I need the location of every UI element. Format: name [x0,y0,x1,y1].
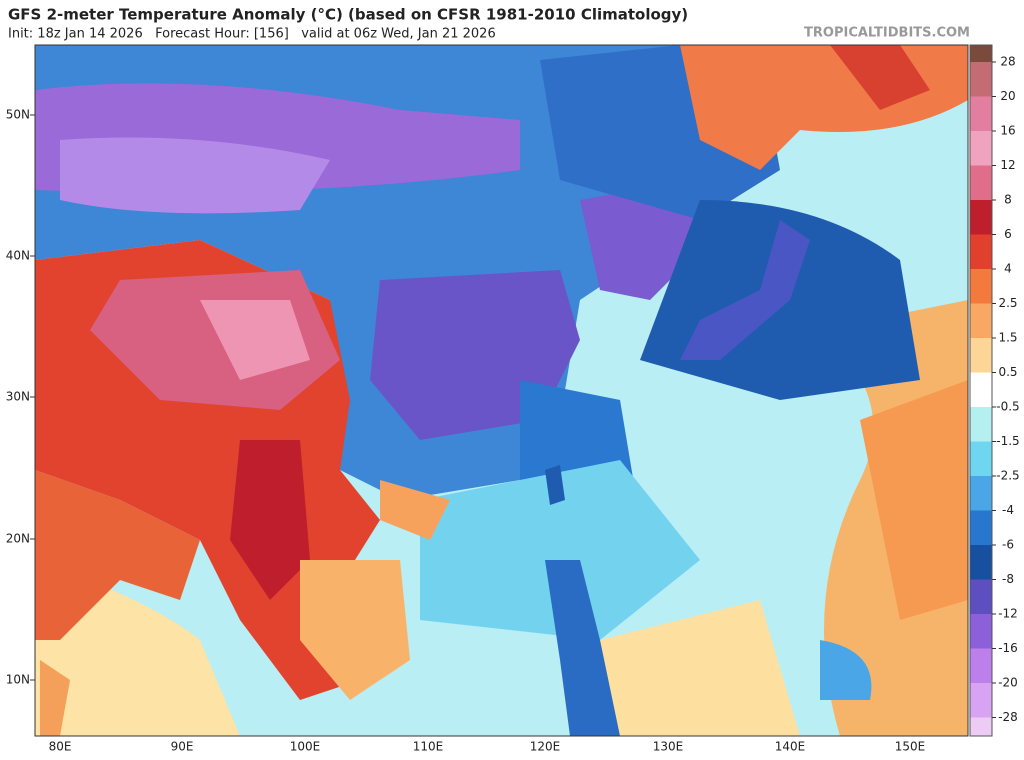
colorbar-label: 1.5 [998,331,1017,345]
colorbar-swatch [970,45,992,62]
lat-label: 10N [6,673,30,687]
colorbar-label: -6 [1002,538,1014,552]
colorbar-swatch [970,234,992,269]
lon-label: 130E [653,740,684,754]
colorbar-swatch [970,476,992,511]
colorbar-swatch [970,372,992,407]
lon-label: 140E [775,740,806,754]
lon-label: 90E [171,740,194,754]
colorbar-label: -1.5 [996,434,1019,448]
lon-label: 80E [49,740,72,754]
colorbar-swatch [970,62,992,97]
colorbar-swatch [970,441,992,476]
lat-label: 20N [6,532,30,546]
colorbar-label: -0.5 [996,400,1019,414]
colorbar-label: -4 [1002,503,1014,517]
watermark: TROPICALTIDBITS.COM [804,26,970,41]
lat-label: 50N [6,108,30,122]
title: GFS 2-meter Temperature Anomaly (°C) (ba… [8,6,688,24]
colorbar-label: -28 [998,710,1018,724]
colorbar-swatch [970,545,992,580]
colorbar-frame [969,44,993,737]
lat-label: 40N [6,249,30,263]
colorbar-label: -12 [998,607,1018,621]
lon-label: 150E [895,740,926,754]
colorbar-swatch [970,407,992,442]
colorbar-swatch [970,614,992,649]
colorbar-label: -2.5 [996,469,1019,483]
colorbar-label: 0.5 [998,365,1017,379]
colorbar-label: -16 [998,641,1018,655]
lat-label: 30N [6,390,30,404]
colorbar-swatch [970,579,992,614]
lon-label: 110E [413,740,444,754]
colorbar-swatch [970,303,992,338]
colorbar-label: 8 [1004,193,1012,207]
colorbar-swatch [970,200,992,235]
colorbar-swatch [970,165,992,200]
colorbar-label: 6 [1004,227,1012,241]
map [34,44,969,737]
colorbar-swatch [970,269,992,304]
colorbar-label: -8 [1002,572,1014,586]
colorbar-label: -20 [998,676,1018,690]
colorbar-swatch [970,717,992,736]
colorbar-swatch [970,338,992,373]
colorbar-label: 28 [1000,55,1015,69]
colorbar-label: 4 [1004,262,1012,276]
colorbar-label: 16 [1000,124,1015,138]
colorbar-swatch [970,648,992,683]
colorbar-swatch [970,131,992,166]
colorbar-swatch [970,510,992,545]
colorbar-label: 2.5 [998,296,1017,310]
lon-label: 120E [530,740,561,754]
colorbar-swatch [970,96,992,131]
subtitle: Init: 18z Jan 14 2026 Forecast Hour: [15… [8,27,496,42]
lon-label: 100E [290,740,321,754]
colorbar-label: 20 [1000,89,1015,103]
colorbar-label: 12 [1000,158,1015,172]
colorbar-swatch [970,683,992,718]
